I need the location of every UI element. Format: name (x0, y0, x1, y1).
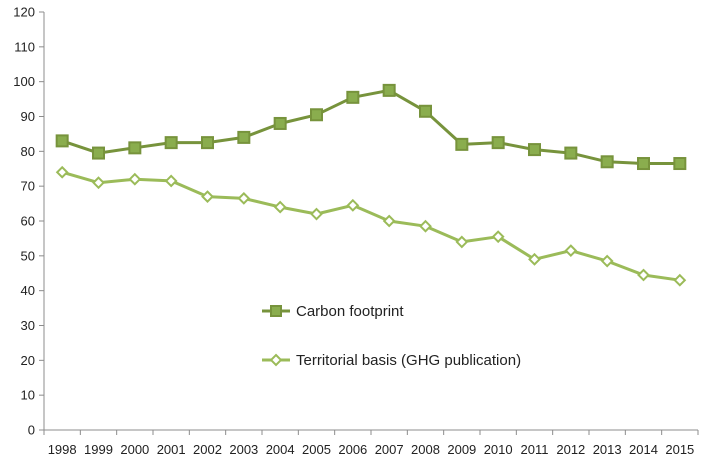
y-tick-label: 40 (21, 283, 35, 298)
x-tick-label: 2000 (120, 442, 149, 457)
data-point-carbon-footprint (55, 134, 69, 148)
data-point-carbon-footprint (382, 83, 396, 97)
x-tick-label: 2004 (266, 442, 295, 457)
data-point-carbon-footprint (564, 146, 578, 160)
y-tick-label: 110 (14, 39, 35, 54)
x-tick-label: 2013 (593, 442, 622, 457)
data-point-territorial-basis-ghg-publication (55, 165, 69, 179)
x-tick-label: 2001 (157, 442, 186, 457)
x-tick-label: 2010 (484, 442, 513, 457)
x-tick-label: 2009 (447, 442, 476, 457)
y-tick-label: 0 (28, 423, 35, 438)
data-point-carbon-footprint (201, 136, 214, 150)
data-point-territorial-basis-ghg-publication (455, 235, 469, 249)
data-point-territorial-basis-ghg-publication (564, 244, 578, 258)
series-carbon-footprint (55, 83, 687, 171)
data-point-territorial-basis-ghg-publication (673, 273, 687, 287)
y-tick-label: 10 (21, 388, 35, 403)
data-point-carbon-footprint (92, 146, 105, 160)
data-point-territorial-basis-ghg-publication (346, 198, 360, 212)
x-tick-label: 2007 (375, 442, 404, 457)
data-point-carbon-footprint (128, 141, 142, 155)
data-point-carbon-footprint (600, 155, 614, 169)
data-point-territorial-basis-ghg-publication (600, 254, 614, 268)
x-tick-label: 2011 (521, 442, 549, 457)
data-point-carbon-footprint (237, 130, 251, 144)
data-point-carbon-footprint (164, 136, 178, 150)
data-point-territorial-basis-ghg-publication (273, 200, 287, 214)
data-point-territorial-basis-ghg-publication (128, 172, 142, 186)
axes: 0 10 20 30 40 50 60 70 80 90 100 110 120 1998 1999 2000… (13, 5, 699, 457)
series-line-carbon-footprint (61, 88, 680, 165)
x-tick-label: 2008 (411, 442, 440, 457)
legend-label-carbon-footprint: Carbon footprint (296, 303, 404, 320)
data-point-carbon-footprint (455, 137, 469, 151)
x-tick-label: 1999 (84, 442, 113, 457)
x-tick-label: 2015 (665, 442, 694, 457)
data-point-territorial-basis-ghg-publication (310, 207, 323, 221)
x-tick-label: 1998 (48, 442, 77, 457)
y-tick-label: 60 (21, 214, 35, 229)
y-tick-label: 50 (21, 248, 35, 263)
data-point-territorial-basis-ghg-publication (164, 174, 178, 188)
data-point-territorial-basis-ghg-publication (528, 252, 541, 266)
data-point-territorial-basis-ghg-publication (491, 230, 505, 244)
x-tick-label: 2014 (629, 442, 658, 457)
data-point-territorial-basis-ghg-publication (237, 191, 251, 205)
legend-label-territorial-basis: Territorial basis (GHG publication) (296, 352, 521, 369)
data-point-territorial-basis-ghg-publication (201, 190, 214, 204)
data-point-territorial-basis-ghg-publication (92, 176, 105, 190)
data-point-carbon-footprint (419, 104, 432, 118)
legend: Carbon footprint Territorial basis (GHG … (262, 303, 521, 369)
data-point-carbon-footprint (528, 143, 541, 157)
data-point-carbon-footprint (273, 116, 287, 130)
legend-item-territorial-basis: Territorial basis (GHG publication) (262, 352, 521, 369)
data-point-carbon-footprint (346, 90, 360, 104)
x-tick-label: 2012 (556, 442, 585, 457)
y-tick-label: 100 (13, 74, 35, 89)
x-tick-label: 2006 (338, 442, 367, 457)
data-point-territorial-basis-ghg-publication (419, 219, 432, 233)
x-tick-label: 2005 (302, 442, 331, 457)
series-territorial-basis-ghg-publication (55, 165, 687, 287)
y-tick-label: 80 (21, 144, 35, 159)
series-line-territorial-basis-ghg-publication (61, 170, 681, 282)
data-point-territorial-basis-ghg-publication (382, 214, 396, 228)
y-tick-label: 120 (13, 5, 35, 20)
legend-marker-territorial-basis (269, 353, 283, 367)
legend-marker-carbon-footprint (270, 305, 282, 317)
data-point-carbon-footprint (310, 108, 323, 122)
data-point-carbon-footprint (637, 157, 650, 171)
data-point-territorial-basis-ghg-publication (637, 268, 650, 282)
y-tick-label: 30 (21, 318, 35, 333)
data-point-carbon-footprint (673, 157, 687, 171)
data-point-carbon-footprint (491, 136, 505, 150)
series-layer (55, 83, 687, 287)
y-tick-label: 20 (21, 353, 35, 368)
legend-item-carbon-footprint: Carbon footprint (262, 303, 404, 320)
x-tick-label: 2002 (193, 442, 222, 457)
x-tick-label: 2003 (229, 442, 258, 457)
y-tick-label: 90 (21, 109, 35, 124)
y-tick-label: 70 (21, 179, 35, 194)
